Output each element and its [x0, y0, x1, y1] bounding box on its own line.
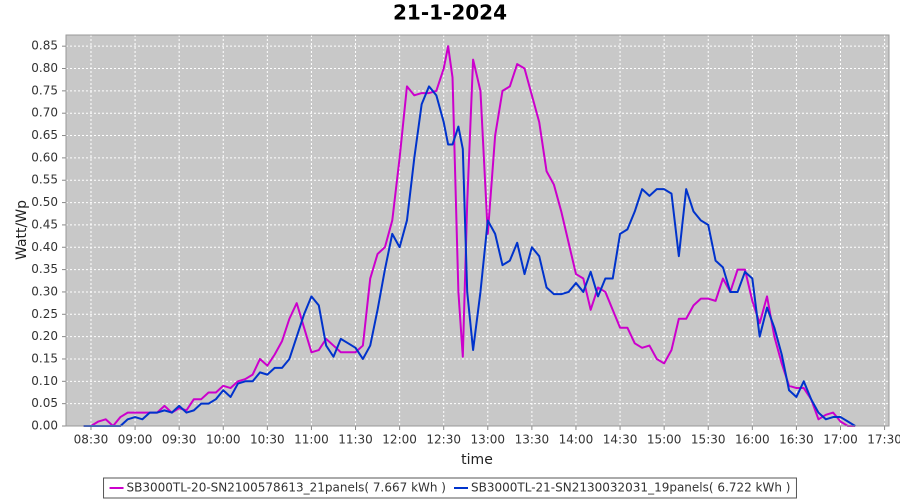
y-tick-label: 0.30 [31, 284, 58, 298]
x-tick-label: 15:30 [691, 433, 726, 447]
chart-title: 21-1-2024 [393, 1, 507, 25]
y-tick-label: 0.05 [31, 396, 58, 410]
legend-label: SB3000TL-20-SN2100578613_21panels( 7.667… [127, 481, 446, 495]
x-tick-label: 15:00 [647, 433, 682, 447]
x-tick-label: 16:00 [735, 433, 770, 447]
x-tick-label: 11:00 [294, 433, 329, 447]
series-line [83, 45, 856, 427]
plot-border [65, 34, 890, 427]
x-tick-label: 09:00 [118, 433, 153, 447]
y-tick-label: 0.65 [31, 128, 58, 142]
y-tick-label: 0.50 [31, 195, 58, 209]
y-axis-label: Watt/Wp [14, 200, 30, 260]
y-tick-label: 0.45 [31, 217, 58, 231]
y-tick-label: 0.25 [31, 307, 58, 321]
y-tick-label: 0.60 [31, 150, 58, 164]
x-tick-label: 12:00 [382, 433, 417, 447]
x-tick-label: 10:00 [206, 433, 241, 447]
legend-box [103, 477, 797, 499]
x-tick-label: 16:30 [779, 433, 814, 447]
y-tick-label: 0.75 [31, 83, 58, 97]
x-tick-label: 09:30 [162, 433, 197, 447]
x-tick-label: 08:30 [74, 433, 109, 447]
y-tick-label: 0.55 [31, 173, 58, 187]
x-tick-label: 17:30 [867, 433, 900, 447]
x-tick-label: 11:30 [338, 433, 373, 447]
x-tick-label: 17:00 [823, 433, 858, 447]
x-tick-label: 14:30 [603, 433, 638, 447]
series-line [83, 85, 856, 427]
x-axis-label: time [461, 452, 493, 468]
y-tick-label: 0.85 [31, 39, 58, 53]
y-tick-label: 0.15 [31, 351, 58, 365]
x-tick-label: 14:00 [559, 433, 594, 447]
y-tick-label: 0.40 [31, 240, 58, 254]
y-tick-label: 0.20 [31, 329, 58, 343]
y-tick-label: 0.70 [31, 106, 58, 120]
y-tick-label: 0.35 [31, 262, 58, 276]
x-tick-label: 10:30 [250, 433, 285, 447]
legend-label: SB3000TL-21-SN2130032031_19panels( 6.722… [471, 481, 790, 495]
y-tick-label: 0.80 [31, 61, 58, 75]
y-tick-label: 0.10 [31, 374, 58, 388]
x-tick-label: 13:30 [515, 433, 550, 447]
y-tick-label: 0.00 [31, 419, 58, 433]
x-tick-label: 13:00 [470, 433, 505, 447]
legend: SB3000TL-20-SN2100578613_21panels( 7.667… [103, 477, 797, 499]
x-tick-label: 12:30 [426, 433, 461, 447]
plot-background [66, 35, 889, 426]
